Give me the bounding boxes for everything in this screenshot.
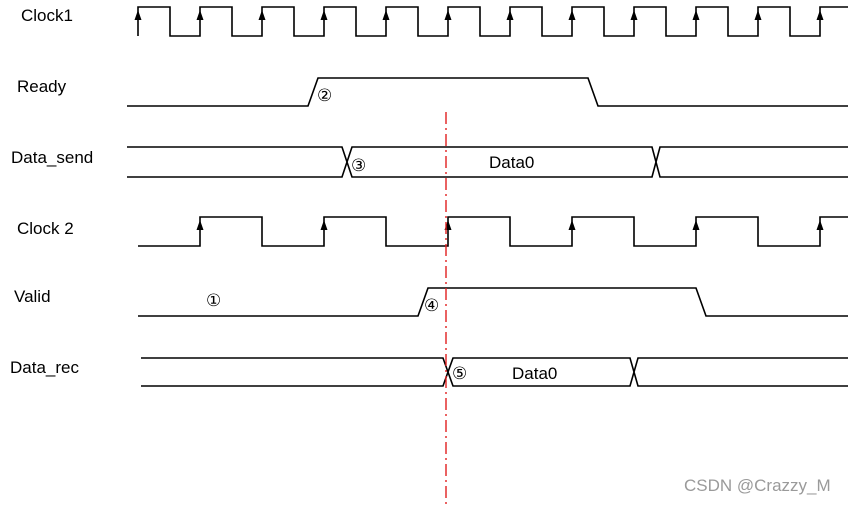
watermark: CSDN @Crazzy_M <box>684 476 831 495</box>
clock2-rise-arrow <box>568 220 576 230</box>
clock1-rise-arrow <box>382 10 390 20</box>
clock1-label: Clock1 <box>21 6 73 25</box>
ready-waveform <box>127 77 848 107</box>
valid-waveform <box>138 287 848 317</box>
clock2-rise-arrow <box>692 220 700 230</box>
clock1-rise-arrow <box>630 10 638 20</box>
clock1-waveform <box>134 6 848 37</box>
data-send-label: Data_send <box>11 148 93 167</box>
clock1-rise-arrow <box>506 10 514 20</box>
clock1-rise-arrow <box>568 10 576 20</box>
marker-3: ③ <box>351 156 366 176</box>
clock1-rise-arrow <box>754 10 762 20</box>
clock1-rise-arrow <box>816 10 824 20</box>
valid-label: Valid <box>14 287 51 306</box>
clock2-label: Clock 2 <box>17 219 74 238</box>
ready-label: Ready <box>17 77 67 96</box>
marker-1: ① <box>206 291 221 311</box>
clock1-rise-arrow <box>444 10 452 20</box>
marker-4: ④ <box>424 296 439 316</box>
clock2-waveform <box>138 216 848 247</box>
clock1-rise-arrow <box>196 10 204 20</box>
data-send-value: Data0 <box>489 153 534 172</box>
clock2-rise-arrow <box>320 220 328 230</box>
marker-2: ② <box>317 86 332 106</box>
data-rec-bus <box>141 357 848 387</box>
data-rec-label: Data_rec <box>10 358 79 377</box>
clock1-rise-arrow <box>134 10 142 20</box>
clock2-rise-arrow <box>816 220 824 230</box>
clock1-rise-arrow <box>320 10 328 20</box>
clock1-rise-arrow <box>692 10 700 20</box>
marker-5: ⑤ <box>452 364 467 384</box>
data-send-bus <box>127 146 848 178</box>
data-rec-value: Data0 <box>512 364 557 383</box>
clock2-rise-arrow <box>196 220 204 230</box>
clock1-rise-arrow <box>258 10 266 20</box>
